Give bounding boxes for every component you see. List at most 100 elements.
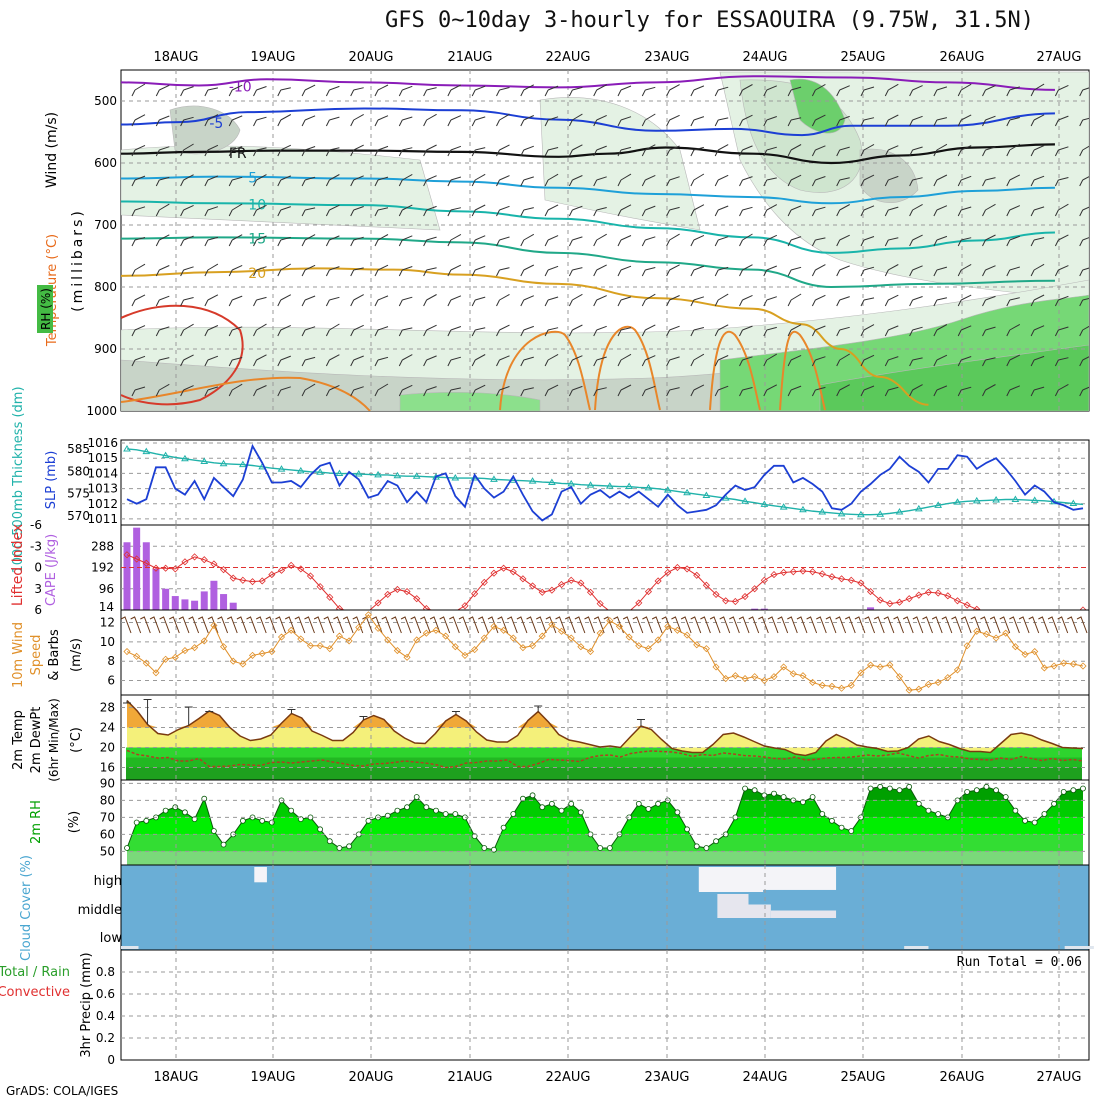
cape-bar — [760, 608, 768, 610]
rh-point — [838, 824, 845, 831]
wind-barb — [763, 296, 777, 307]
wind-point — [509, 634, 517, 642]
wind-barb — [544, 116, 559, 127]
tick-label: 28 — [100, 701, 115, 715]
wind-barb — [398, 173, 413, 187]
wind-barb — [836, 204, 850, 217]
wind-barb — [398, 235, 413, 247]
rh-point — [1031, 819, 1038, 826]
wind-barb — [253, 86, 267, 97]
wind-barb — [471, 235, 486, 247]
temp-line — [126, 699, 1084, 757]
wind-barb-10m — [226, 616, 238, 634]
wind-barb-10m — [651, 616, 663, 634]
wind-barb — [617, 296, 632, 307]
wind-barb — [204, 325, 219, 337]
wind-barb — [131, 175, 146, 187]
tick-label: 1015 — [87, 451, 118, 465]
rh-point — [442, 811, 449, 817]
wind-barb — [544, 265, 559, 277]
cape-bar — [142, 542, 150, 610]
rh-point — [124, 845, 130, 851]
wind-point — [625, 633, 633, 641]
wind-barb — [1006, 385, 1020, 397]
wind-barb — [204, 175, 219, 187]
wind-barb — [593, 387, 607, 397]
wind-barb — [471, 354, 486, 367]
wind-barb — [398, 116, 413, 127]
li-point — [683, 565, 691, 573]
wind-barb — [180, 235, 194, 247]
wind-barb-10m — [999, 616, 1011, 634]
rh-point — [1041, 811, 1048, 817]
wind-point — [422, 629, 430, 637]
wind-barb — [739, 294, 753, 307]
wind-barb — [1006, 235, 1020, 247]
thickness-point — [895, 508, 904, 515]
ylabel-rh-percent: (%) — [67, 811, 82, 834]
wind-barb — [666, 264, 680, 277]
top-date-label: 25AUG — [840, 50, 885, 65]
thickness-point — [799, 505, 807, 513]
wind-barb — [617, 173, 632, 187]
wind-point — [886, 661, 894, 669]
isotherm-15 — [121, 236, 1055, 289]
wind-barb — [860, 354, 875, 367]
wind-barb — [155, 234, 170, 247]
wind-barb-10m — [149, 616, 161, 634]
rh-line — [126, 786, 1084, 851]
wind-barb — [909, 115, 923, 127]
wind-point — [567, 634, 575, 642]
wind-barb-10m — [333, 616, 344, 634]
wind-barb — [350, 267, 364, 277]
ylabel-lifted-index: Lifted Index — [10, 524, 26, 606]
wind-barb-10m — [1018, 616, 1030, 634]
wind-barb — [1030, 294, 1045, 307]
wind-barb — [617, 85, 632, 97]
cape-bar — [867, 607, 875, 610]
wind-barb — [423, 175, 437, 187]
wind-point — [780, 663, 788, 671]
wind-point — [229, 657, 237, 665]
wind-barb — [447, 84, 462, 97]
bottom-date-label: 27AUG — [1036, 1070, 1081, 1085]
wind-point — [683, 631, 691, 639]
wind-barb — [180, 204, 194, 217]
thickness-point — [837, 509, 846, 517]
tick-label: 0.4 — [96, 1009, 115, 1023]
wind-barb — [739, 325, 753, 337]
legend-convective: Convective — [0, 985, 70, 1000]
wind-barb — [277, 386, 291, 397]
wind-barb — [666, 84, 680, 97]
wind-10m-panel: 6 8 10 12 10m Wind Speed & Barbs (m/s) — [11, 609, 1090, 696]
cape-bar — [123, 542, 131, 610]
li-point — [548, 586, 556, 594]
wind-barb — [641, 267, 656, 277]
ylabel-thickness: 1000-500mb Thickness (dm) — [11, 386, 26, 573]
wind-point — [915, 685, 923, 693]
wind-point — [944, 674, 952, 682]
rh-point — [1080, 785, 1086, 792]
thickness-point — [393, 471, 402, 479]
li-point — [577, 579, 585, 587]
wind-barb-10m — [497, 616, 509, 634]
wind-barb-10m — [845, 616, 856, 634]
wind-barb — [787, 86, 802, 97]
wind-barb — [1054, 115, 1069, 127]
tick-label: 6 — [34, 603, 42, 617]
rh-point — [336, 845, 343, 851]
wind-barb-10m — [265, 616, 277, 634]
wind-barb — [641, 174, 656, 187]
wind-barb — [471, 384, 486, 397]
rh-point — [645, 806, 652, 812]
rh-point — [317, 826, 324, 833]
wind-barb — [350, 236, 364, 247]
thickness-point — [1011, 495, 1020, 502]
wind-barb — [520, 356, 534, 367]
wind-barb — [714, 174, 729, 187]
wind-barb — [180, 174, 194, 187]
wind-barb — [447, 295, 462, 307]
wind-barb — [568, 236, 583, 247]
wind-barb — [617, 327, 632, 337]
